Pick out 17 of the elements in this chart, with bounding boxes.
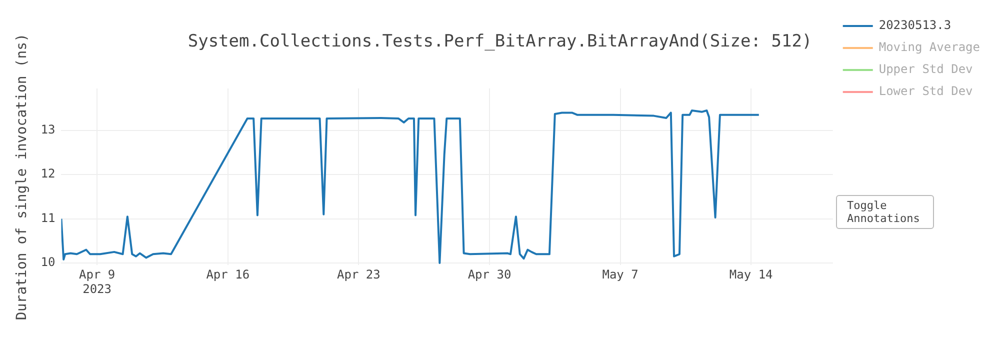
y-axis-title: Duration of single invocation (ns) bbox=[14, 34, 30, 320]
legend-label: Upper Std Dev bbox=[878, 62, 973, 76]
y-tick-label: 12 bbox=[40, 166, 56, 181]
chart-title: System.Collections.Tests.Perf_BitArray.BitArrayAnd(Size: 512) bbox=[188, 32, 812, 52]
x-tick-label: Apr 9 2023 bbox=[79, 268, 116, 296]
x-tick-label: Apr 30 bbox=[468, 268, 512, 282]
legend-label: Moving Average bbox=[878, 40, 980, 54]
legend-label: 20230513.3 bbox=[878, 18, 952, 32]
x-tick-label: May 7 bbox=[602, 268, 638, 282]
y-tick-label: 11 bbox=[40, 210, 56, 225]
legend-label: Lower Std Dev bbox=[878, 84, 973, 98]
x-tick-label: May 14 bbox=[729, 268, 773, 282]
x-tick-label: Apr 23 bbox=[337, 268, 380, 282]
x-tick-label: Apr 16 bbox=[206, 268, 250, 282]
y-tick-label: 13 bbox=[40, 122, 56, 137]
y-tick-label: 10 bbox=[40, 255, 56, 270]
text: Toggle Annotations bbox=[836, 195, 934, 229]
